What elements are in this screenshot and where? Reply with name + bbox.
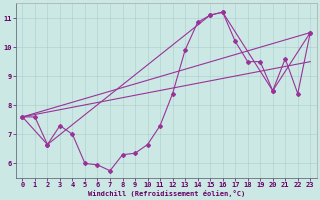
X-axis label: Windchill (Refroidissement éolien,°C): Windchill (Refroidissement éolien,°C)	[88, 190, 245, 197]
